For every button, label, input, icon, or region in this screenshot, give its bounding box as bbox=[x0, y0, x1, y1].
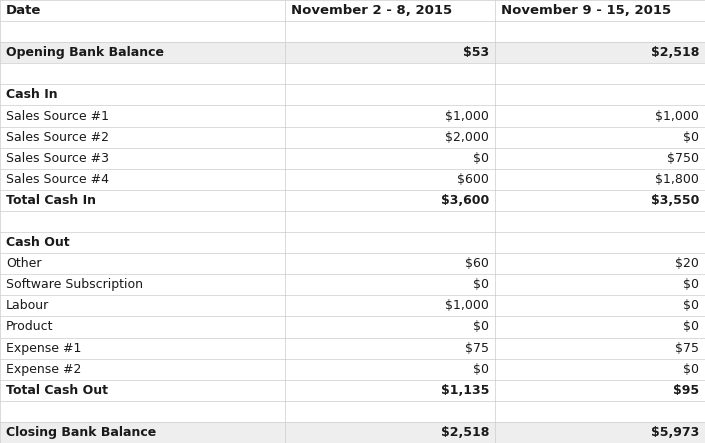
Bar bbox=[0, 274, 705, 295]
Bar bbox=[0, 84, 705, 105]
Text: $3,600: $3,600 bbox=[441, 194, 489, 207]
Text: $3,550: $3,550 bbox=[651, 194, 699, 207]
Text: Cash In: Cash In bbox=[6, 89, 58, 101]
Text: $75: $75 bbox=[675, 342, 699, 354]
Bar bbox=[0, 316, 705, 338]
Text: $1,135: $1,135 bbox=[441, 384, 489, 397]
Text: $0: $0 bbox=[683, 320, 699, 334]
Bar bbox=[0, 42, 705, 63]
Text: Sales Source #4: Sales Source #4 bbox=[6, 173, 109, 186]
Text: Other: Other bbox=[6, 257, 42, 270]
Text: November 2 - 8, 2015: November 2 - 8, 2015 bbox=[291, 4, 452, 17]
Text: $0: $0 bbox=[473, 278, 489, 291]
Text: Software Subscription: Software Subscription bbox=[6, 278, 143, 291]
Bar bbox=[0, 105, 705, 127]
Text: Expense #2: Expense #2 bbox=[6, 363, 81, 376]
Text: $5,973: $5,973 bbox=[651, 426, 699, 439]
Text: $0: $0 bbox=[473, 152, 489, 165]
Text: Cash Out: Cash Out bbox=[6, 236, 70, 249]
Bar bbox=[0, 422, 705, 443]
Text: Closing Bank Balance: Closing Bank Balance bbox=[6, 426, 157, 439]
Text: $0: $0 bbox=[683, 131, 699, 144]
Text: $750: $750 bbox=[667, 152, 699, 165]
Text: November 9 - 15, 2015: November 9 - 15, 2015 bbox=[501, 4, 671, 17]
Text: Total Cash In: Total Cash In bbox=[6, 194, 96, 207]
Text: $0: $0 bbox=[473, 320, 489, 334]
Text: $600: $600 bbox=[457, 173, 489, 186]
Bar bbox=[0, 359, 705, 380]
Bar bbox=[0, 0, 705, 21]
Text: Labour: Labour bbox=[6, 299, 49, 312]
Text: Expense #1: Expense #1 bbox=[6, 342, 81, 354]
Bar bbox=[0, 211, 705, 232]
Text: $0: $0 bbox=[683, 299, 699, 312]
Text: $20: $20 bbox=[675, 257, 699, 270]
Text: Total Cash Out: Total Cash Out bbox=[6, 384, 108, 397]
Text: $2,518: $2,518 bbox=[651, 46, 699, 59]
Bar bbox=[0, 21, 705, 42]
Text: $0: $0 bbox=[683, 278, 699, 291]
Bar bbox=[0, 63, 705, 84]
Text: $2,518: $2,518 bbox=[441, 426, 489, 439]
Bar bbox=[0, 127, 705, 148]
Text: $1,800: $1,800 bbox=[655, 173, 699, 186]
Text: $2,000: $2,000 bbox=[445, 131, 489, 144]
Bar bbox=[0, 401, 705, 422]
Text: $0: $0 bbox=[683, 363, 699, 376]
Bar bbox=[0, 232, 705, 253]
Text: $1,000: $1,000 bbox=[445, 299, 489, 312]
Text: Sales Source #3: Sales Source #3 bbox=[6, 152, 109, 165]
Bar bbox=[0, 169, 705, 190]
Bar bbox=[0, 148, 705, 169]
Bar bbox=[0, 253, 705, 274]
Bar bbox=[0, 338, 705, 359]
Bar bbox=[0, 380, 705, 401]
Text: $53: $53 bbox=[463, 46, 489, 59]
Text: $60: $60 bbox=[465, 257, 489, 270]
Text: Date: Date bbox=[6, 4, 42, 17]
Text: $1,000: $1,000 bbox=[445, 109, 489, 123]
Text: Sales Source #1: Sales Source #1 bbox=[6, 109, 109, 123]
Text: $75: $75 bbox=[465, 342, 489, 354]
Bar bbox=[0, 295, 705, 316]
Text: $0: $0 bbox=[473, 363, 489, 376]
Text: $95: $95 bbox=[673, 384, 699, 397]
Text: Sales Source #2: Sales Source #2 bbox=[6, 131, 109, 144]
Bar bbox=[0, 190, 705, 211]
Text: Product: Product bbox=[6, 320, 54, 334]
Text: $1,000: $1,000 bbox=[655, 109, 699, 123]
Text: Opening Bank Balance: Opening Bank Balance bbox=[6, 46, 164, 59]
